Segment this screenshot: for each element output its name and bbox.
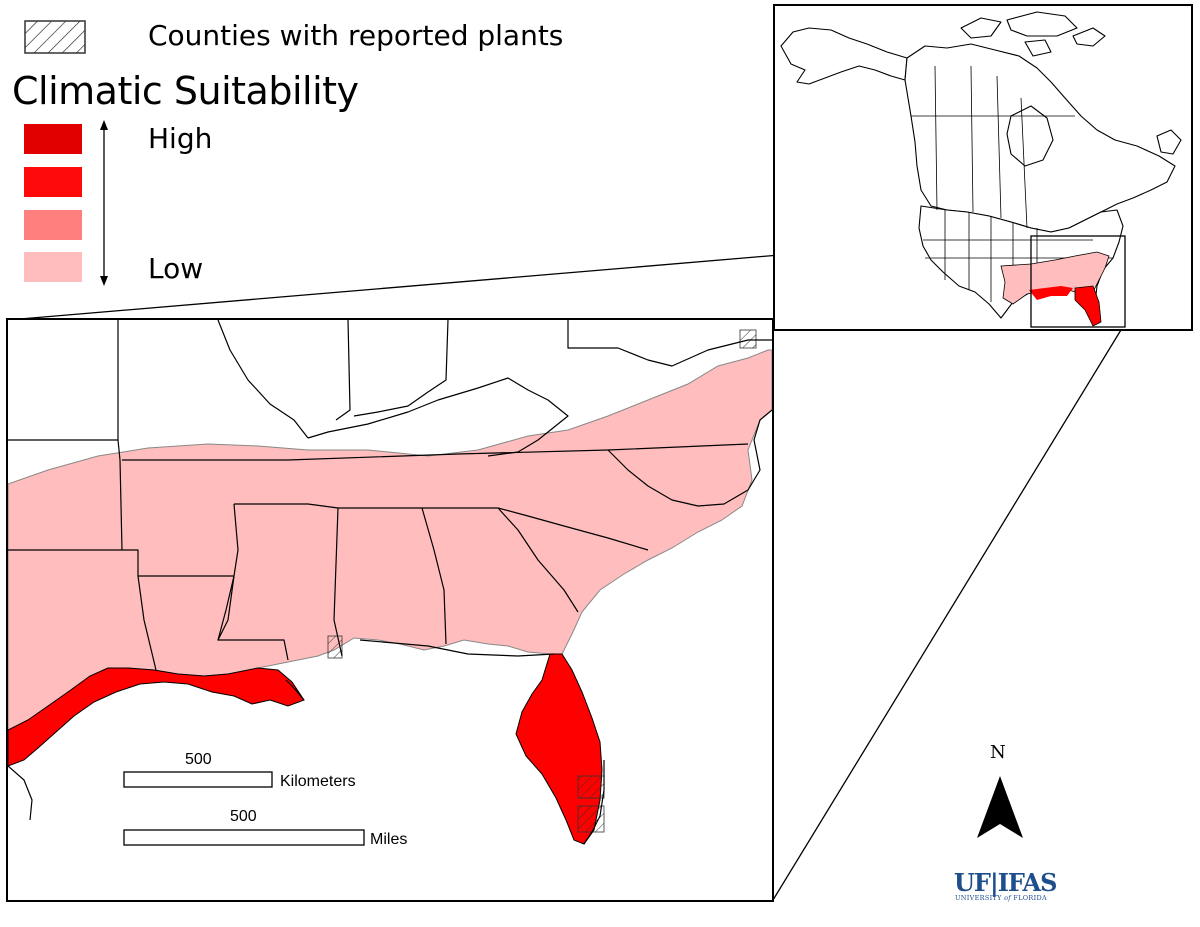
swatch-highest: [24, 124, 82, 154]
high-suitability-gulf-coast: [8, 667, 305, 767]
county-hatch-fl-1: [577, 775, 605, 799]
study-area-box: [1030, 235, 1126, 328]
north-arrow-icon: [977, 776, 1023, 838]
counties-label: Counties with reported plants: [148, 19, 564, 52]
counties-hatch-swatch: [24, 20, 86, 54]
swatch-low: [24, 252, 82, 282]
low-label: Low: [148, 252, 204, 285]
florida-high-suitability: [1074, 285, 1102, 327]
scale-km-value: 500: [185, 751, 212, 768]
gradient-arrow-icon: [100, 120, 108, 286]
county-hatch-fl-2: [577, 805, 605, 833]
logo-main-text: UF|IFAS: [954, 868, 1058, 897]
scale-km-unit: Kilometers: [280, 773, 356, 790]
uf-ifas-logo: UF|IFAS UNIVERSITY of FLORIDA: [950, 868, 1058, 908]
scale-bar-mi: [123, 829, 365, 846]
scale-bar-km: [123, 771, 273, 788]
county-hatch-va: [739, 329, 757, 349]
swatch-medium: [24, 210, 82, 240]
inset-map-north-america: [773, 4, 1193, 331]
scale-mi-unit: Miles: [370, 831, 407, 848]
southeast-us-map: 500 Kilometers 500 Miles: [8, 320, 772, 900]
legend: Counties with reported plants Climatic S…: [0, 0, 640, 300]
swatch-high: [24, 167, 82, 197]
high-label: High: [148, 122, 213, 155]
north-label: N: [990, 742, 1006, 763]
main-map-southeast: 500 Kilometers 500 Miles: [6, 318, 774, 902]
logo-sub-text: UNIVERSITY of FLORIDA: [955, 894, 1048, 902]
north-america-map: [780, 11, 1182, 328]
north-arrow: N: [975, 742, 1025, 842]
legend-title: Climatic Suitability: [12, 69, 359, 113]
scale-mi-value: 500: [230, 808, 257, 825]
